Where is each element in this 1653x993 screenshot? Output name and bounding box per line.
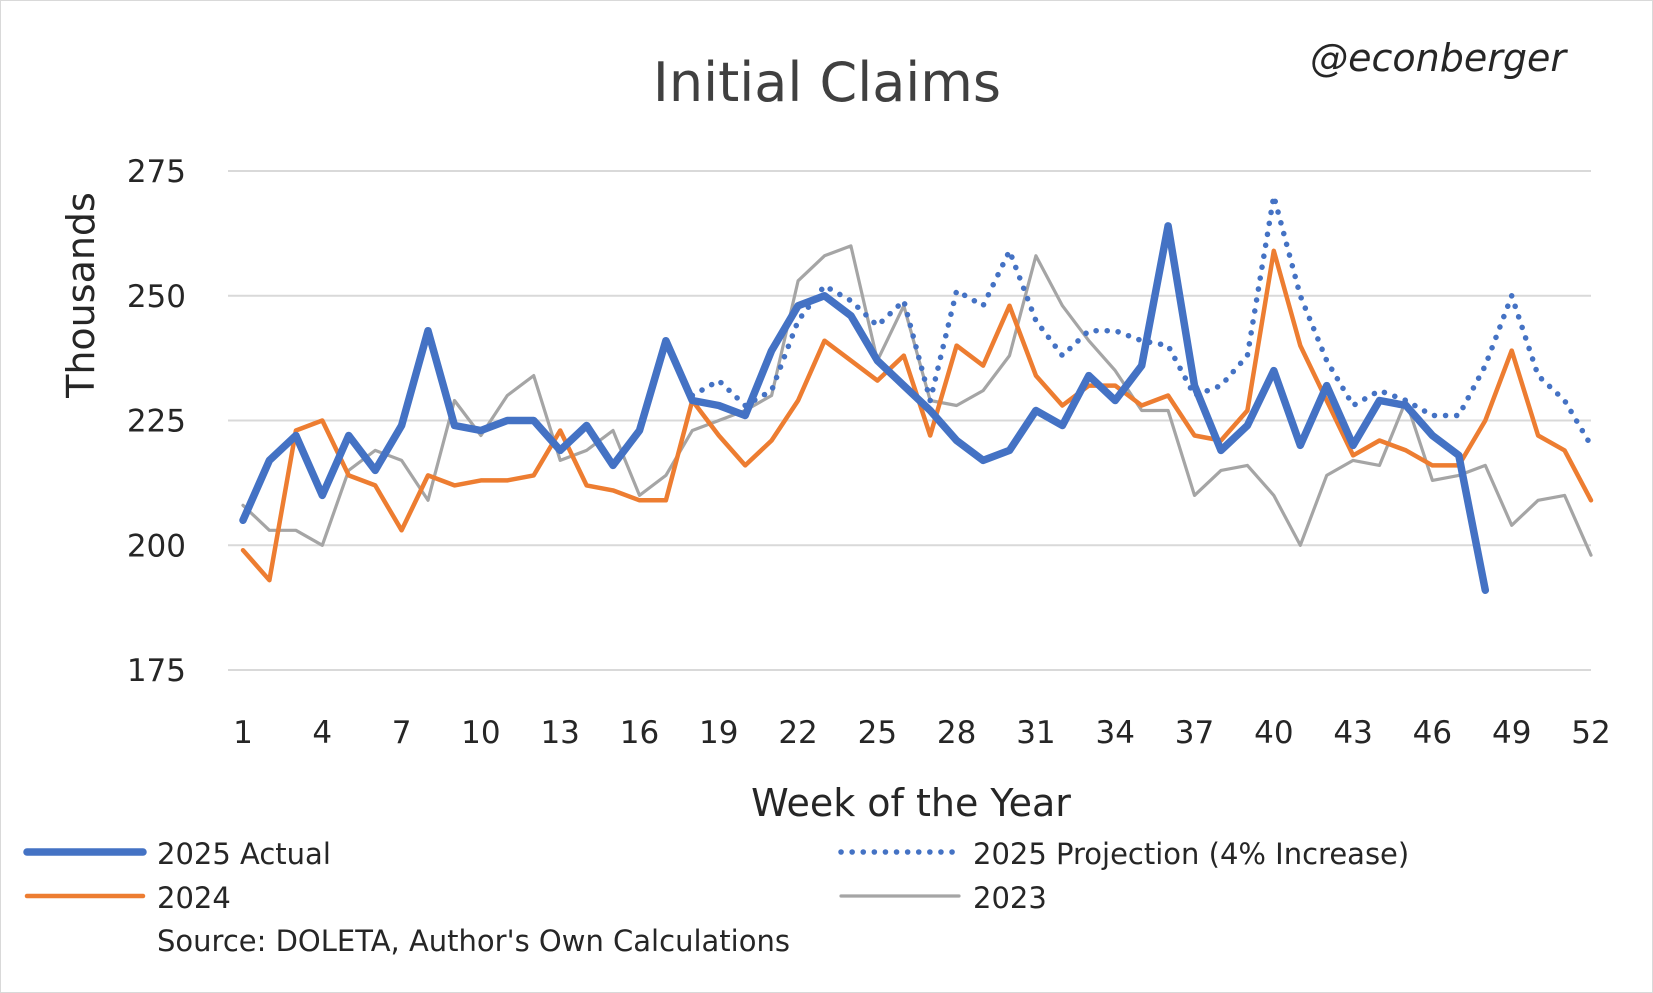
- x-tick-label: 25: [858, 715, 897, 751]
- x-tick-label: 4: [312, 715, 332, 751]
- y-tick-labels: 175 200 225 250 275: [127, 154, 186, 689]
- y-tick-label: 175: [127, 653, 186, 689]
- series-line-2025-projection-4-increase: [689, 193, 1594, 449]
- x-tick-label: 46: [1413, 715, 1452, 751]
- x-tick-label: 1: [233, 715, 253, 751]
- gridlines: [228, 170, 1591, 671]
- x-tick-label: 40: [1254, 715, 1293, 751]
- y-tick-label: 200: [127, 528, 186, 564]
- legend-label: 2025 Projection (4% Increase): [973, 837, 1409, 871]
- legend-label: 2023: [973, 881, 1047, 915]
- x-tick-label: 13: [540, 715, 579, 751]
- series-lines: [239, 193, 1594, 594]
- y-tick-label: 250: [127, 279, 186, 315]
- x-tick-label: 34: [1096, 715, 1135, 751]
- x-tick-label: 31: [1016, 715, 1055, 751]
- x-tick-label: 16: [620, 715, 659, 751]
- legend-item: 2024: [24, 881, 231, 915]
- x-tick-label: 10: [461, 715, 500, 751]
- x-tick-label: 28: [937, 715, 976, 751]
- author-handle: @econberger: [1310, 36, 1568, 80]
- legend: 2025 Actual 2025 Projection (4% Increase)…: [23, 837, 1409, 915]
- x-tick-label: 19: [699, 715, 738, 751]
- y-tick-label: 275: [127, 154, 186, 190]
- x-tick-label: 7: [392, 715, 412, 751]
- x-tick-label: 43: [1333, 715, 1372, 751]
- x-tick-label: 52: [1571, 715, 1610, 751]
- x-tick-label: 49: [1492, 715, 1531, 751]
- y-tick-label: 225: [127, 404, 186, 440]
- x-axis-title: Week of the Year: [751, 781, 1071, 825]
- x-tick-labels: 1 4 7 10 13 16 19 22 25 28 31 34 37 40 43 46 49 52: [233, 715, 1611, 751]
- y-axis-title: Thousands: [59, 192, 103, 399]
- legend-item: 2025 Projection (4% Increase): [838, 837, 1409, 871]
- series-line-2024: [240, 248, 1594, 583]
- series-line-2025-actual: [239, 222, 1490, 594]
- x-tick-label: 22: [778, 715, 817, 751]
- x-tick-label: 37: [1175, 715, 1214, 751]
- legend-label: 2025 Actual: [157, 837, 331, 871]
- legend-label: 2024: [157, 881, 231, 915]
- chart-title: Initial Claims: [653, 51, 1001, 114]
- legend-item: 2023: [839, 881, 1047, 915]
- legend-item: 2025 Actual: [23, 837, 331, 871]
- source-note: Source: DOLETA, Author's Own Calculation…: [157, 924, 790, 958]
- series-line-2023: [241, 244, 1593, 557]
